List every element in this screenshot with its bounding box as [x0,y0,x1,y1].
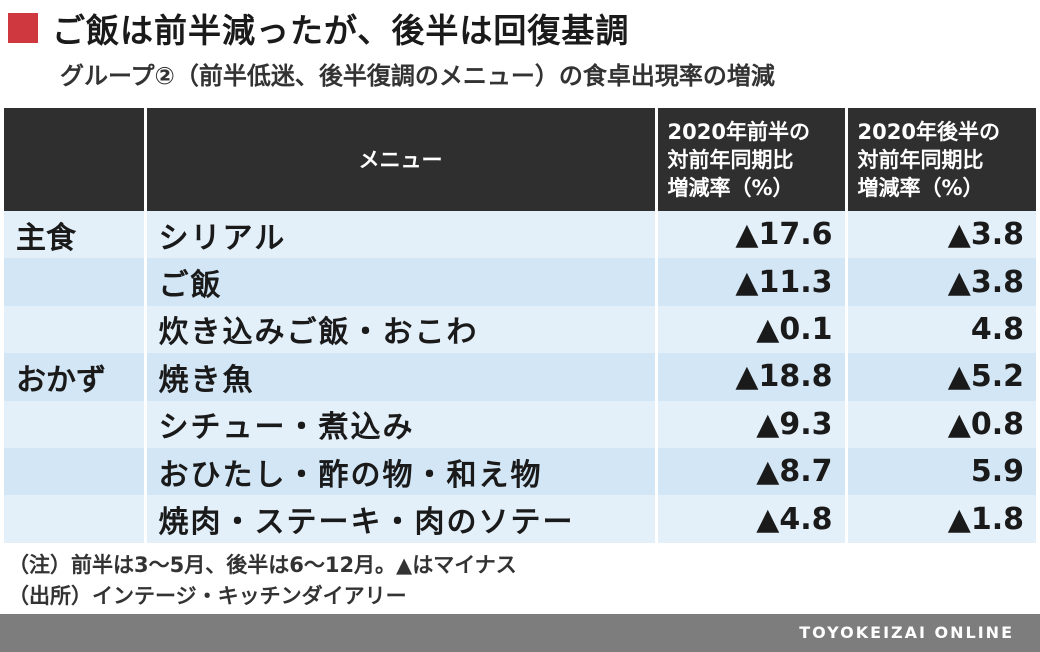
table-row: シチュー・煮込み ▲9.3 ▲0.8 [4,400,1036,448]
header-menu: メニュー [143,108,656,211]
chart-subtitle: グループ②（前半低迷、後半復調のメニュー）の食卓出現率の増減 [60,62,775,90]
row-second-half-value: ▲3.8 [844,258,1036,306]
table-header-row: メニュー 2020年前半の 対前年同期比 増減率（%） 2020年後半の 対前年… [4,108,1036,211]
header-second-half-line2: 対前年同期比 [857,147,984,172]
row-menu: 焼き魚 [143,353,656,401]
row-second-half-value: ▲5.2 [844,353,1036,401]
table-row: おひたし・酢の物・和え物 ▲8.7 5.9 [4,447,1036,496]
row-first-half-value: ▲18.8 [654,353,846,401]
row-first-half-value: ▲4.8 [654,495,846,543]
header-first-half-line3: 増減率（%） [667,175,794,200]
footnote-source: （出所）インテージ・キッチンダイアリー [8,584,407,608]
row-category [4,495,145,543]
table-row: 焼肉・ステーキ・肉のソテー ▲4.8 ▲1.8 [4,495,1036,543]
table-row: ご飯 ▲11.3 ▲3.8 [4,258,1036,306]
row-second-half-value: ▲0.8 [844,400,1036,448]
table-row: 炊き込みご飯・おこわ ▲0.1 4.8 [4,305,1036,354]
header-first-half: 2020年前半の 対前年同期比 増減率（%） [654,108,846,211]
row-category [4,447,145,496]
footer-bar: TOYOKEIZAI ONLINE [0,614,1040,652]
header-second-half-line3: 増減率（%） [857,175,984,200]
title-square-marker [8,13,38,43]
row-category [4,305,145,354]
row-menu: おひたし・酢の物・和え物 [143,447,656,496]
row-second-half-value: 5.9 [844,447,1036,496]
data-table: メニュー 2020年前半の 対前年同期比 増減率（%） 2020年後半の 対前年… [4,108,1036,543]
row-first-half-value: ▲17.6 [654,211,846,259]
brand-label: TOYOKEIZAI ONLINE [799,623,1014,642]
chart-title: ご飯は前半減ったが、後半は回復基調 [52,11,630,50]
title-row: ご飯は前半減ったが、後半は回復基調 [8,6,629,50]
row-first-half-value: ▲0.1 [654,305,846,354]
header-second-half-line1: 2020年後半の [857,119,1000,144]
row-menu: シチュー・煮込み [143,400,656,448]
table-row: おかず 焼き魚 ▲18.8 ▲5.2 [4,353,1036,401]
row-category [4,258,145,306]
table-row: 主食 シリアル ▲17.6 ▲3.8 [4,211,1036,259]
row-second-half-value: 4.8 [844,305,1036,354]
header-first-half-line1: 2020年前半の [667,119,810,144]
row-category: おかず [4,353,145,401]
header-second-half: 2020年後半の 対前年同期比 増減率（%） [844,108,1036,211]
row-category: 主食 [4,211,145,259]
row-first-half-value: ▲8.7 [654,447,846,496]
row-menu: 炊き込みご飯・おこわ [143,305,656,354]
row-first-half-value: ▲9.3 [654,400,846,448]
header-first-half-line2: 対前年同期比 [667,147,794,172]
footnote-note: （注）前半は3～5月、後半は6～12月。▲はマイナス [8,553,517,577]
row-menu: 焼肉・ステーキ・肉のソテー [143,495,656,543]
row-first-half-value: ▲11.3 [654,258,846,306]
row-second-half-value: ▲3.8 [844,211,1036,259]
row-menu: ご飯 [143,258,656,306]
row-second-half-value: ▲1.8 [844,495,1036,543]
header-category [4,108,145,211]
row-category [4,400,145,448]
row-menu: シリアル [143,211,656,259]
